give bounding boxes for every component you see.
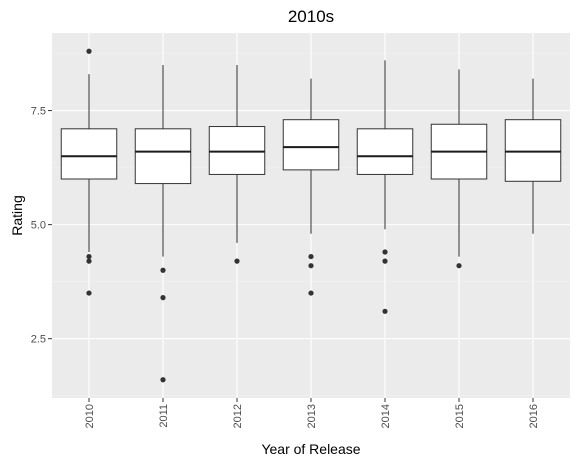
iqr-box <box>208 126 266 175</box>
outlier-point <box>234 258 240 264</box>
iqr-box <box>356 128 414 175</box>
outlier-point <box>86 258 92 264</box>
outlier-point <box>86 48 92 54</box>
outlier-point <box>308 253 314 260</box>
box-2012 <box>208 64 266 264</box>
y-tick-label: 5.0 <box>31 220 46 232</box>
iqr-box <box>134 128 192 185</box>
outlier-point <box>308 263 314 269</box>
box-2011 <box>134 64 192 383</box>
outlier-point <box>160 295 166 301</box>
outlier-point <box>160 267 166 273</box>
x-tick-label: 2011 <box>158 404 170 428</box>
outlier-point <box>308 290 314 296</box>
y-tick-label: 2.5 <box>31 334 46 346</box>
chart-title: 2010s <box>288 7 334 26</box>
outlier-point <box>86 253 92 260</box>
outlier-point <box>382 258 388 264</box>
boxes <box>60 48 562 383</box>
y-tick-label: 7.5 <box>31 106 46 118</box>
x-tick-label: 2012 <box>232 404 244 428</box>
iqr-box <box>60 128 118 180</box>
x-tick-label: 2015 <box>454 404 466 428</box>
x-tick-label: 2016 <box>528 404 540 428</box>
outlier-point <box>382 308 388 314</box>
outlier-point <box>382 249 388 255</box>
x-tick-label: 2010 <box>84 404 96 428</box>
box-2010 <box>60 48 118 296</box>
box-2015 <box>430 69 488 269</box>
x-tick-label: 2014 <box>380 404 392 428</box>
y-axis-title: Rating <box>9 195 25 235</box>
outlier-point <box>86 290 92 296</box>
iqr-box <box>282 119 340 171</box>
x-tick-label: 2013 <box>306 404 318 428</box>
axes: 2.5 5.0 7.5 2010 2011 2012 2013 2014 2015 2016 <box>31 106 540 429</box>
box-2013 <box>282 78 340 296</box>
outlier-point <box>160 377 166 383</box>
outlier-point <box>456 263 462 269</box>
iqr-box <box>504 119 562 182</box>
box-2014 <box>356 60 414 314</box>
box-2016 <box>504 78 562 234</box>
x-axis-title: Year of Release <box>261 441 360 457</box>
